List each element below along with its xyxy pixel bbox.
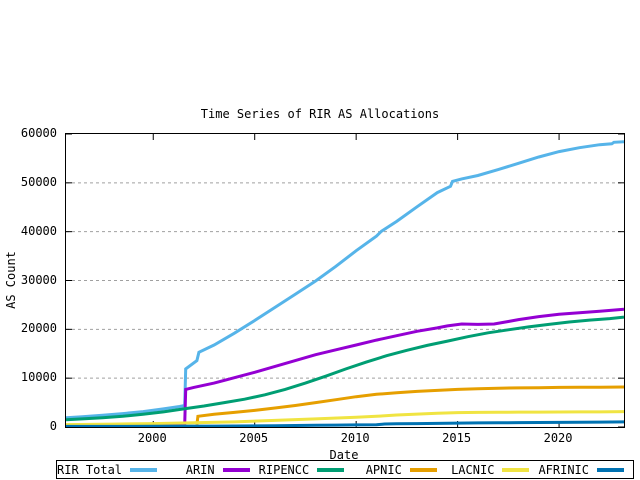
- legend-label: LACNIC: [451, 462, 495, 477]
- y-tick-label: 10000: [20, 370, 57, 385]
- legend-item-apnic: APNIC: [353, 461, 446, 478]
- legend-label: RIPENCC: [258, 462, 310, 477]
- x-tick-label: 2010: [340, 431, 370, 445]
- plot-area: [65, 133, 625, 428]
- legend-label: ARIN: [185, 462, 215, 477]
- series-line-lacnic: [66, 410, 624, 427]
- x-tick-label: 2000: [137, 431, 167, 445]
- legend-item-arin: ARIN: [166, 461, 259, 478]
- y-tick-label: 40000: [20, 223, 57, 238]
- legend-line-sample: [222, 467, 250, 472]
- chart-title: Time Series of RIR AS Allocations: [200, 107, 440, 121]
- legend-item-ripencc: RIPENCC: [259, 461, 354, 478]
- x-tick-label: 2015: [442, 431, 472, 445]
- y-tick-label: 0: [49, 419, 57, 433]
- plot-svg: [66, 134, 624, 427]
- y-tick-label: 30000: [20, 272, 57, 287]
- series-line-arin: [66, 307, 624, 427]
- legend-line-sample: [502, 467, 530, 472]
- y-tick-label: 50000: [20, 174, 57, 189]
- legend-line-sample: [317, 467, 345, 472]
- y-tick-label: 60000: [20, 126, 57, 140]
- series-line-afrinic: [66, 420, 624, 427]
- legend-item-rir-total: RIR Total: [57, 461, 166, 478]
- x-axis-label: Date: [329, 448, 359, 462]
- series-line-rir-total: [66, 140, 624, 420]
- x-tick-label: 2005: [239, 431, 269, 445]
- y-tick-label: 20000: [20, 321, 57, 336]
- legend-label: APNIC: [365, 462, 402, 477]
- legend-label: AFRINIC: [538, 462, 590, 477]
- legend-line-sample: [130, 467, 158, 472]
- legend-line-sample: [409, 467, 437, 472]
- x-tick-label: 2020: [543, 431, 573, 445]
- series-line-apnic: [195, 385, 624, 425]
- legend-label: RIR Total: [57, 462, 123, 477]
- legend-line-sample: [597, 467, 625, 472]
- series-line-ripencc: [66, 315, 624, 422]
- legend-item-afrinic: AFRINIC: [538, 461, 633, 478]
- legend-item-lacnic: LACNIC: [446, 461, 539, 478]
- legend: RIR Total ARIN RIPENCC APNIC LACNIC AFRINIC: [56, 460, 634, 479]
